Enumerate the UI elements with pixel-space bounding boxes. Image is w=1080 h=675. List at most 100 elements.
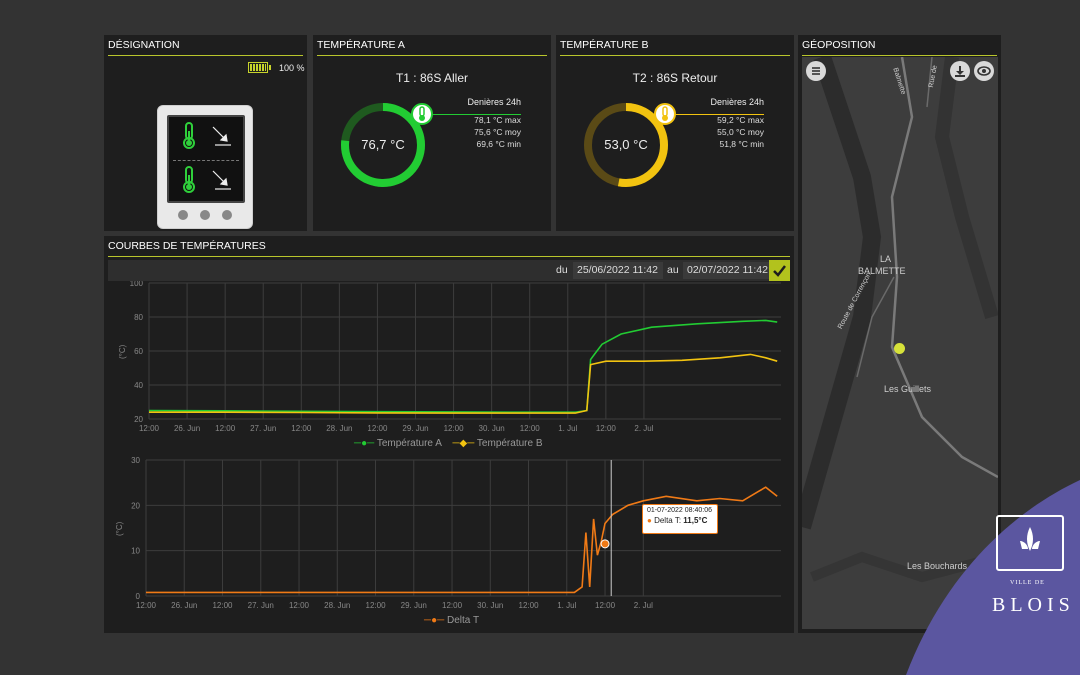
stat-max: 59,2 °C max xyxy=(717,115,764,125)
brand-emblem xyxy=(996,515,1064,571)
y-tick-label: 10 xyxy=(131,547,140,556)
x-tick-label: 2. Jul xyxy=(634,601,653,610)
battery-level: 100 % xyxy=(279,63,305,73)
fleur-de-lis-icon xyxy=(1020,527,1040,551)
map-label-les-bouchards: Les Bouchards xyxy=(907,561,968,571)
x-tick-label: 12:00 xyxy=(442,601,463,610)
from-label: du xyxy=(556,264,568,276)
sensor-device-image xyxy=(157,105,253,229)
map-area[interactable]: LA BALMETTE Les Guillets Les Bouchards R… xyxy=(802,57,998,629)
brand-small-text: VILLE DE xyxy=(1010,580,1045,586)
temperature-a-stats: Denières 24h 78,1 °C max 75,6 °C moy 69,… xyxy=(431,96,521,150)
y-tick-label: 80 xyxy=(134,313,143,322)
x-tick-label: 27. Jun xyxy=(248,601,274,610)
tooltip-value: 11,5°C xyxy=(683,516,708,525)
map-background xyxy=(802,57,998,583)
thermometer-badge-a-icon xyxy=(411,103,433,125)
x-tick-label: 27. Jun xyxy=(250,424,276,433)
x-tick-label: 12:00 xyxy=(595,601,616,610)
x-tick-label: 2. Jul xyxy=(634,424,653,433)
x-tick-label: 29. Jun xyxy=(401,601,427,610)
series-line xyxy=(148,319,778,413)
x-tick-label: 12:00 xyxy=(215,424,236,433)
legend-temp-b[interactable]: ─◆─ Température B xyxy=(452,438,543,449)
temperature-b-panel: TEMPÉRATURE B T2 : 86S Retour 53,0 °C De… xyxy=(556,35,794,231)
x-tick-label: 12:00 xyxy=(366,601,387,610)
stat-min: 69,6 °C min xyxy=(476,139,521,149)
temperature-a-gauge xyxy=(341,103,425,187)
stat-moy: 55,0 °C moy xyxy=(717,127,764,137)
stats-header: Denières 24h xyxy=(467,97,521,107)
temperature-b-title: TEMPÉRATURE B xyxy=(560,35,790,56)
stat-max: 78,1 °C max xyxy=(474,115,521,125)
y-tick-label: 100 xyxy=(130,281,144,288)
download-button[interactable] xyxy=(950,61,970,81)
x-tick-label: 12:00 xyxy=(520,424,541,433)
x-tick-label: 12:00 xyxy=(367,424,388,433)
x-tick-label: 12:00 xyxy=(212,601,233,610)
legend-delta-t[interactable]: ─●─ Delta T xyxy=(424,615,480,626)
x-tick-label: 12:00 xyxy=(136,601,157,610)
x-tick-label: 12:00 xyxy=(289,601,310,610)
check-icon xyxy=(773,265,786,277)
geoposition-panel: GÉOPOSITION LA BALMETTE Les Guillets Les… xyxy=(798,35,1001,633)
stat-moy: 75,6 °C moy xyxy=(474,127,521,137)
brand-logo: VILLE DE BLOIS xyxy=(906,470,1080,675)
map-label-les-guillets: Les Guillets xyxy=(884,384,932,394)
x-tick-label: 12:00 xyxy=(444,424,465,433)
temperature-chart: 20 40 60 80 100 12:00 26. Jun 12:00 27. Jun 12:00… xyxy=(118,281,781,433)
y-tick-label: 30 xyxy=(131,456,140,465)
thermometer-badge-b-icon xyxy=(654,103,676,125)
temperature-a-panel: TEMPÉRATURE A T1 : 86S Aller 76,7 °C Den… xyxy=(313,35,551,231)
chart2-legend: ─●─ Delta T xyxy=(424,615,479,626)
curves-title: COURBES DE TEMPÉRATURES xyxy=(108,236,790,257)
map-label-la: LA xyxy=(880,254,892,264)
menu-icon xyxy=(812,67,820,75)
x-tick-label: 1. Jul xyxy=(557,601,576,610)
designation-title: DÉSIGNATION xyxy=(108,35,303,56)
x-tick-label: 1. Jul xyxy=(558,424,577,433)
to-label: au xyxy=(667,264,679,276)
y-axis-label: (°C) xyxy=(115,521,124,536)
temperature-a-value: 76,7 °C xyxy=(361,137,405,152)
menu-button[interactable] xyxy=(806,61,826,81)
series-line xyxy=(146,486,778,594)
x-tick-label: 12:00 xyxy=(139,424,160,433)
x-tick-label: 12:00 xyxy=(519,601,540,610)
from-date-input[interactable]: 25/06/2022 11:42 xyxy=(573,262,663,279)
designation-panel: DÉSIGNATION 100 % xyxy=(104,35,307,231)
legend-temp-a[interactable]: ─●─ Température A xyxy=(354,438,442,449)
stats-header: Denières 24h xyxy=(710,97,764,107)
chart1-legend: ─●─ Température A ─◆─ Température B xyxy=(354,438,543,449)
x-tick-label: 28. Jun xyxy=(324,601,350,610)
x-tick-label: 26. Jun xyxy=(171,601,197,610)
brand-name: BLOIS xyxy=(992,594,1075,616)
apply-check-button[interactable] xyxy=(769,260,790,281)
temperature-b-value: 53,0 °C xyxy=(604,137,648,152)
geoposition-title: GÉOPOSITION xyxy=(802,35,997,56)
x-tick-label: 29. Jun xyxy=(402,424,428,433)
temperature-a-title: TEMPÉRATURE A xyxy=(317,35,547,56)
download-icon xyxy=(955,66,965,77)
tooltip-date: 01-07-2022 08:40:06 xyxy=(647,507,712,514)
series-line xyxy=(149,353,778,414)
stat-min: 51,8 °C min xyxy=(719,139,764,149)
location-marker[interactable] xyxy=(894,343,905,354)
delta-chart: 0 10 20 30 12:00 26. Jun 12:00 27. Jun 12:00 28. … xyxy=(115,456,781,610)
eye-icon xyxy=(977,66,991,76)
x-tick-label: 12:00 xyxy=(291,424,312,433)
y-tick-label: 60 xyxy=(134,347,143,356)
to-date-input[interactable]: 02/07/2022 11:42 xyxy=(683,262,773,279)
x-tick-label: 30. Jun xyxy=(477,601,503,610)
date-range-bar: du 25/06/2022 11:42 au 02/07/2022 11:42 xyxy=(108,260,790,281)
battery-icon xyxy=(248,62,271,73)
x-tick-label: 26. Jun xyxy=(174,424,200,433)
thermometer-icon xyxy=(183,122,231,193)
view-button[interactable] xyxy=(974,61,994,81)
x-tick-label: 28. Jun xyxy=(326,424,352,433)
chart-tooltip: 01-07-2022 08:40:06 ● Delta T: 11,5°C xyxy=(642,504,718,534)
x-tick-label: 30. Jun xyxy=(479,424,505,433)
y-tick-label: 20 xyxy=(131,501,140,510)
tooltip-label: Delta T: xyxy=(654,516,684,525)
tooltip-point xyxy=(600,539,610,549)
